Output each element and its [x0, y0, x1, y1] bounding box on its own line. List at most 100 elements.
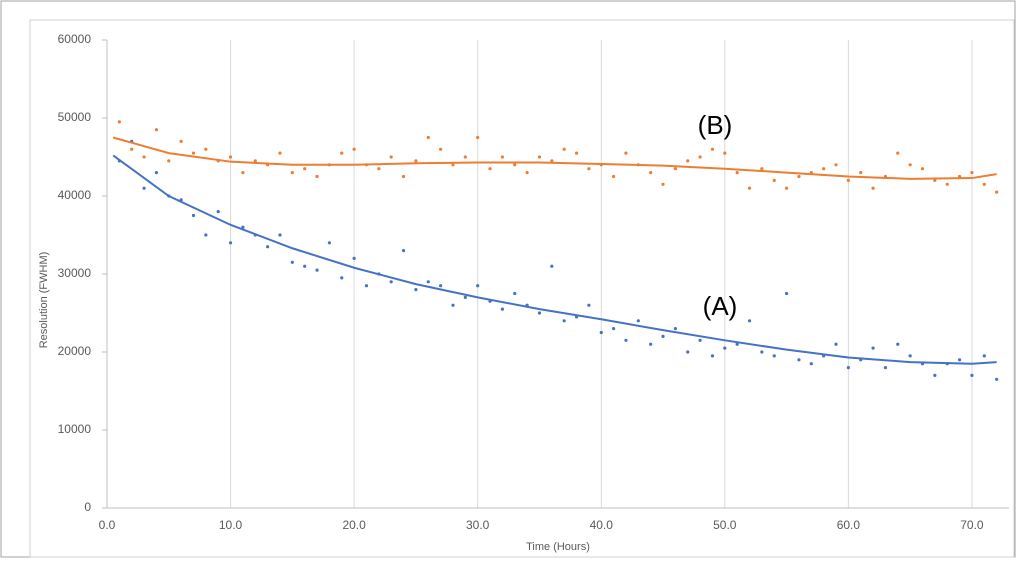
point: [241, 225, 245, 229]
point: [290, 171, 294, 175]
point: [241, 171, 245, 175]
point: [117, 120, 121, 124]
point: [389, 280, 393, 284]
point: [599, 330, 603, 335]
x-tick-label: 10.0: [219, 518, 243, 532]
point: [154, 128, 159, 132]
point: [859, 171, 863, 175]
point: [760, 350, 764, 354]
point: [228, 155, 233, 159]
point: [612, 174, 616, 179]
point: [896, 151, 900, 155]
x-tick-label: 70.0: [960, 518, 984, 532]
trend-line: [112, 154, 997, 365]
point: [340, 151, 344, 155]
point: [426, 280, 430, 284]
trend-line: [112, 136, 997, 180]
point: [797, 174, 801, 179]
point: [414, 159, 418, 163]
x-tick-label: 0.0: [99, 518, 116, 532]
point: [710, 354, 715, 358]
point: [401, 174, 406, 179]
y-tick-label: 60000: [58, 32, 92, 46]
point: [686, 350, 690, 354]
x-tick-label: 50.0: [713, 518, 737, 532]
point: [278, 151, 282, 155]
point: [846, 178, 850, 182]
point: [784, 291, 789, 296]
point: [908, 163, 912, 167]
point: [550, 264, 554, 268]
point: [550, 159, 554, 163]
point: [686, 159, 690, 163]
point: [340, 276, 344, 280]
point: [982, 182, 986, 186]
point: [772, 354, 776, 358]
point: [649, 342, 653, 346]
y-tick-label: 20000: [58, 344, 92, 358]
point: [587, 303, 591, 307]
point: [747, 186, 752, 190]
series-annotation: (A): [703, 291, 738, 321]
point: [562, 319, 566, 323]
point: [562, 147, 566, 151]
point: [933, 178, 937, 182]
plot-frame: [29, 19, 1015, 558]
point: [537, 155, 542, 159]
point: [698, 155, 702, 159]
y-tick-label: 40000: [58, 188, 92, 202]
point: [772, 178, 776, 182]
point: [167, 159, 171, 163]
point: [698, 338, 702, 342]
point: [204, 233, 208, 237]
point: [401, 249, 406, 253]
point: [624, 151, 628, 155]
point: [327, 241, 332, 245]
point: [488, 167, 492, 171]
point: [216, 210, 220, 214]
point: [896, 342, 900, 346]
point: [500, 155, 504, 159]
x-tick-label: 40.0: [590, 518, 614, 532]
point: [253, 159, 257, 163]
point: [525, 171, 529, 175]
point: [513, 291, 517, 296]
point: [747, 319, 752, 323]
point: [451, 303, 455, 307]
point: [871, 186, 875, 190]
point: [315, 268, 319, 272]
point: [760, 167, 764, 171]
point: [723, 151, 727, 155]
point: [809, 362, 813, 366]
point: [204, 147, 208, 151]
point: [439, 147, 443, 151]
point: [476, 284, 480, 288]
point: [142, 186, 146, 190]
point: [834, 163, 838, 167]
point: [414, 288, 418, 292]
x-tick-label: 30.0: [466, 518, 490, 532]
series-annotation: (B): [698, 110, 733, 140]
point: [537, 311, 542, 315]
point: [463, 155, 467, 159]
point: [352, 147, 356, 151]
point: [723, 346, 727, 350]
point: [661, 182, 665, 186]
point: [710, 147, 715, 151]
point: [191, 151, 196, 155]
y-tick-label: 10000: [58, 422, 92, 436]
point: [290, 260, 294, 264]
point: [463, 295, 467, 299]
point: [142, 155, 146, 159]
point: [735, 171, 739, 175]
point: [673, 167, 677, 171]
point: [995, 377, 999, 381]
point: [513, 163, 517, 167]
x-tick-label: 20.0: [342, 518, 366, 532]
point: [439, 284, 443, 288]
point: [945, 182, 949, 186]
point: [846, 366, 850, 370]
point: [278, 233, 282, 237]
